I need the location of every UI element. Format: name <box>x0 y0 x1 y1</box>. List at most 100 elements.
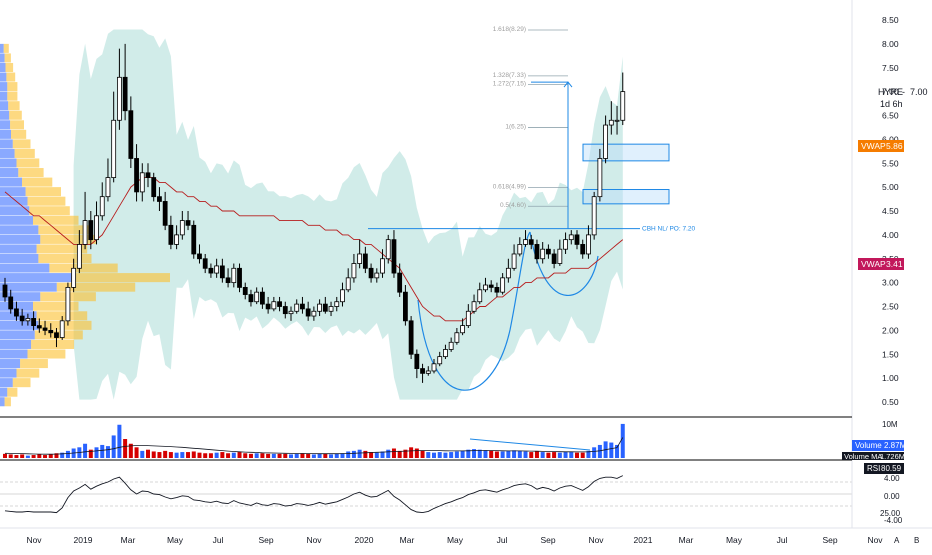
candle-body <box>460 325 466 334</box>
candle-body <box>357 253 363 264</box>
auto-scale-button[interactable]: A <box>894 536 900 545</box>
candle-body <box>259 291 265 305</box>
volume-bar <box>323 453 328 458</box>
volume-profile-bar-buy <box>0 225 39 235</box>
volume-profile-bar-sell <box>12 139 31 149</box>
price-tick-label: 7.00 <box>882 87 899 97</box>
candle-body <box>179 220 185 236</box>
volume-profile-bar-sell <box>36 311 88 321</box>
volume-profile-bar-sell <box>7 82 18 92</box>
fib-level-label: 0.5(4.60) <box>500 202 526 209</box>
volume-bar <box>443 452 448 458</box>
volume-bar <box>517 450 522 458</box>
volume-bar <box>615 444 620 458</box>
volume-bar <box>580 452 585 458</box>
moving-average-line <box>4 177 624 322</box>
volume-bar <box>483 450 488 458</box>
volume-bar <box>500 451 505 458</box>
volume-bar <box>409 447 414 458</box>
candle-body <box>488 284 494 288</box>
candle-body <box>574 234 580 245</box>
fib-level-label: 1.272(7.15) <box>493 80 526 87</box>
candle-body <box>76 244 82 269</box>
candle-body <box>505 267 511 279</box>
volume-bar <box>351 450 356 458</box>
candle-body <box>454 332 460 343</box>
volume-ma-label: Volume MA <box>844 452 882 461</box>
volume-bar <box>529 452 534 458</box>
volume-bar <box>123 439 128 458</box>
symbol-price-dash: - <box>902 87 905 97</box>
volume-bar <box>248 453 253 458</box>
fib-level-label: 0.618(4.99) <box>493 184 526 191</box>
support-box <box>582 143 670 162</box>
candle-body <box>19 315 25 322</box>
candle-body <box>202 258 208 269</box>
time-axis[interactable]: Nov 2019 Mar May Jul Sep Nov 2020 Mar May Jul Sep No… <box>26 535 883 545</box>
volume-bar <box>83 443 88 458</box>
volume-profile-bar-sell <box>71 273 170 283</box>
volume-profile-bar-buy <box>0 368 17 378</box>
neckline-label: CBH NL/ PO: 7.20 <box>642 226 695 233</box>
volume-bar <box>231 452 236 458</box>
candle-body <box>511 253 517 269</box>
rsi-axis-tick-4: 4.00 <box>884 474 900 483</box>
volume-value: 2.87M <box>884 441 907 450</box>
price-tick-label: 2.50 <box>882 302 899 312</box>
volume-bar <box>592 447 597 458</box>
candle-body <box>563 239 568 250</box>
volume-bar <box>454 451 459 458</box>
time-tick-label: May <box>167 535 184 545</box>
candle-body <box>237 267 242 288</box>
time-tick-label: Jul <box>213 535 224 545</box>
volume-bar <box>466 449 471 458</box>
volume-bar <box>386 449 391 458</box>
volume-profile-bar-sell <box>9 110 22 120</box>
candlestick-series <box>2 43 626 383</box>
volume-profile-bar-sell <box>16 368 40 378</box>
volume-profile-bar-buy <box>0 292 41 302</box>
volume-profile-bar-sell <box>3 43 9 53</box>
log-scale-button[interactable]: B <box>914 536 919 545</box>
candle-body <box>111 119 117 178</box>
candle-body <box>608 119 614 126</box>
candle-body <box>345 277 351 291</box>
candle-body <box>483 284 488 291</box>
candle-body <box>471 301 477 312</box>
candle-body <box>402 291 408 322</box>
volume-ma-line <box>4 437 624 455</box>
fib-level-label: 1.328(7.33) <box>493 72 526 79</box>
time-tick-label: Jul <box>777 535 788 545</box>
volume-bar <box>317 453 322 458</box>
price-tick-label: 2.00 <box>882 325 899 335</box>
volume-profile-bar-buy <box>0 187 26 197</box>
volume-profile-bar-buy <box>0 148 15 158</box>
volume-profile-bar-sell <box>8 101 20 111</box>
candle-body <box>300 303 305 310</box>
candle-body <box>82 220 88 245</box>
volume-bar <box>128 443 133 458</box>
candle-body <box>385 239 391 260</box>
time-tick-label: 2019 <box>74 535 93 545</box>
candle-body <box>580 244 586 255</box>
volume-profile-bar-buy <box>0 359 21 369</box>
volume-profile-bar-sell <box>27 196 66 206</box>
volume-profile-bar-buy <box>0 387 8 397</box>
volume-profile-bar-buy <box>0 378 13 388</box>
volume-bar <box>575 452 579 458</box>
candle-body <box>408 320 414 355</box>
volume-bar <box>460 450 465 458</box>
candle-body <box>145 172 151 178</box>
candle-body <box>546 248 551 255</box>
volume-bar <box>260 453 265 458</box>
volume-bar <box>254 453 259 458</box>
volume-bar <box>151 451 156 458</box>
candle-body <box>42 327 48 331</box>
volume-bar <box>168 452 173 458</box>
volume-profile-bar-buy <box>0 282 57 292</box>
candle-body <box>271 301 277 310</box>
time-tick-label: Mar <box>679 535 694 545</box>
volume-profile-bar-sell <box>38 225 92 235</box>
volume-bar <box>157 452 162 458</box>
